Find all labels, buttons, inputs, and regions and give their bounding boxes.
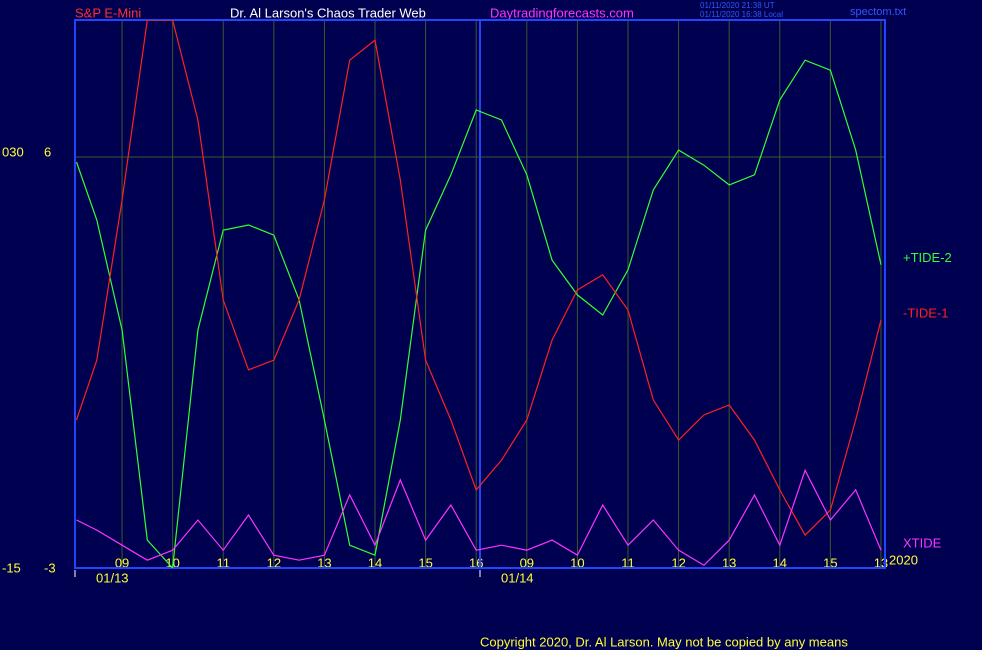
- x-tick-label: 09: [115, 555, 129, 570]
- y-tick-label: -3: [44, 560, 56, 575]
- x-tick-label: 15: [418, 555, 432, 570]
- series-line: [75, 59, 882, 568]
- x-tick-label: 10: [570, 555, 584, 570]
- time-ut: 01/11/2020 21:38 UT: [700, 1, 775, 10]
- site-title: Dr. Al Larson's Chaos Trader Web: [230, 5, 426, 20]
- copyright: Copyright 2020, Dr. Al Larson. May not b…: [480, 634, 848, 649]
- year-label: 2020: [889, 552, 918, 567]
- x-tick-label: 11: [621, 555, 635, 570]
- symbol: S&P E-Mini: [75, 5, 141, 20]
- series-line: [75, 20, 882, 537]
- x-tick-label: 13: [317, 555, 331, 570]
- file-name: spectom.txt: [850, 6, 906, 18]
- x-tick-label: 12: [267, 555, 281, 570]
- x-tick-label: 12: [671, 555, 685, 570]
- x-tick-label: 13: [722, 555, 736, 570]
- x-tick-label: 14: [773, 555, 787, 570]
- x-tick-label: 15: [823, 555, 837, 570]
- series-label: +TIDE-2: [903, 250, 952, 265]
- site-url: Daytradingforecasts.com: [490, 5, 634, 20]
- y-tick-label: 6: [44, 144, 51, 159]
- date-label: 01/13: [96, 570, 129, 585]
- series-label: XTIDE: [903, 536, 942, 551]
- y2-tick-label: 030: [2, 144, 24, 159]
- series-line: [76, 468, 882, 567]
- y2-tick-label: -15: [2, 560, 21, 575]
- date-label: 01/14: [501, 570, 534, 585]
- x-tick-label: 09: [520, 555, 534, 570]
- series-label: -TIDE-1: [903, 305, 949, 320]
- x-tick-label: 11: [216, 555, 230, 570]
- time-local: 01/11/2020 16:38 Local: [700, 10, 783, 19]
- x-tick-label: 14: [368, 555, 382, 570]
